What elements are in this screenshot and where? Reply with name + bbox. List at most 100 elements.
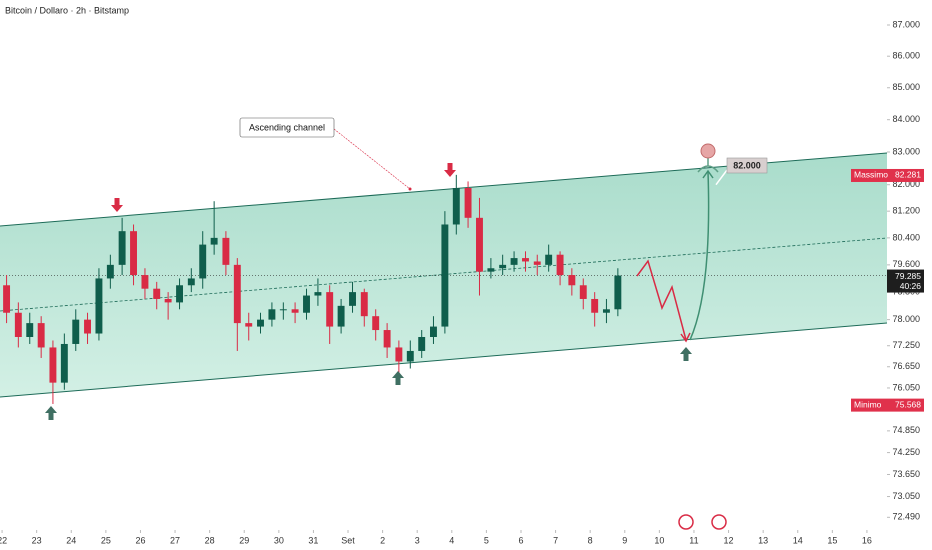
candle-body [464,188,472,218]
y-tick-label: 79.600 [892,259,920,269]
x-tick-label: 3 [415,535,420,545]
candle-body [476,217,483,272]
x-tick-label: 9 [622,535,627,545]
candle-body [499,264,507,269]
projection-arrowhead [680,332,691,343]
price-label-value: 75.568 [895,399,921,409]
annotation-pointer [333,128,411,190]
x-tick-label: 14 [793,535,803,545]
candle-body [314,292,322,296]
last-price-box [887,269,924,293]
countdown: 40:26 [900,281,922,291]
candle-body [95,278,103,334]
x-tick-label: 12 [724,535,734,545]
candle-body [268,309,276,320]
x-tick-label: 15 [827,535,837,545]
y-tick-label: 73.050 [892,491,920,501]
projection-up [689,171,710,341]
event-icon[interactable] [678,514,694,530]
candle-body [222,237,230,265]
target-label: 82.000 [733,160,761,170]
y-tick-label: 73.650 [892,469,920,479]
x-tick-label: 10 [654,535,664,545]
x-tick-label: Set [341,535,355,545]
channel-lower [0,322,888,398]
candle-body [533,261,541,265]
candle-body [383,330,391,348]
price-label-name: Massimo [854,170,888,180]
x-tick-label: 25 [101,535,111,545]
target-icon [697,158,719,173]
up-arrow [45,406,57,420]
projection-down [636,259,687,341]
candle-body [210,237,218,245]
candle-body [164,298,172,303]
last-price-label: 79.285 [895,271,921,281]
candle-body [614,275,622,310]
x-tick-label: 5 [484,535,489,545]
candle-body [187,278,195,286]
candle-body [579,285,587,299]
plot [0,169,887,404]
event-icon[interactable] [711,514,727,530]
candle-body [84,319,91,334]
candle-body [26,323,34,337]
price-label-box [851,168,924,182]
x-tick-label: 23 [32,535,42,545]
annotation-pointer [408,187,412,191]
x-tick-label: 28 [205,535,215,545]
target-box [726,157,768,174]
candle-body [279,309,287,311]
candle-body [257,319,264,327]
y-tick-label: 77.250 [892,340,920,350]
projection-arrowhead [702,169,714,179]
price-label-value: 82.281 [895,170,921,180]
x-tick-label: 30 [274,535,284,545]
x-tick-label: 24 [66,535,76,545]
y-tick-label: 80.400 [892,232,920,242]
candle-body [418,336,426,351]
candle-body [303,295,310,313]
y-tick-label: 76.650 [892,361,920,371]
x-tick-label: 29 [239,535,249,545]
candle-body [556,254,564,276]
x-tick-label: 8 [588,535,593,545]
y-tick-label: 78.000 [892,314,920,324]
price-label-box [851,398,924,412]
candle-body [72,319,80,344]
candle-body [510,258,518,265]
x-tick-label: 31 [308,535,318,545]
candle-body [233,264,241,324]
annotation: Ascending channel [249,122,325,132]
candle-body [291,309,299,313]
candle-body [441,224,449,327]
price-label-name: Minimo [854,399,882,409]
x-tick-label: 4 [449,535,454,545]
candle-body [176,285,184,303]
candle-body [337,305,345,327]
candle-body [602,309,610,313]
x-tick-label: 13 [758,535,768,545]
x-tick-label: 7 [553,535,558,545]
y-tick-label: 86.000 [892,51,920,61]
axes: 87.000 86.000 85.000 84.000 83.000 82.000 81.2… [0,19,924,545]
candle-body [452,188,460,225]
candle-body [395,347,403,362]
candle-body [245,323,253,327]
y-tick-label: 72.490 [892,512,920,522]
y-tick-label: 82.000 [892,179,920,189]
candle-body [118,231,126,265]
candle-body [372,316,380,331]
x-tick-label: 6 [518,535,523,545]
y-tick-label: 87.000 [892,19,920,29]
candle-body [130,231,137,276]
x-tick-label: 22 [0,535,7,545]
y-tick-label: 74.250 [892,447,920,457]
candle-body [349,292,356,306]
y-tick-label: 81.200 [892,206,920,216]
candle-body [522,258,529,262]
down-arrow [444,163,456,177]
y-tick-label: 76.050 [892,382,920,392]
candle-body [153,288,161,299]
y-tick-label: 74.850 [892,425,920,435]
